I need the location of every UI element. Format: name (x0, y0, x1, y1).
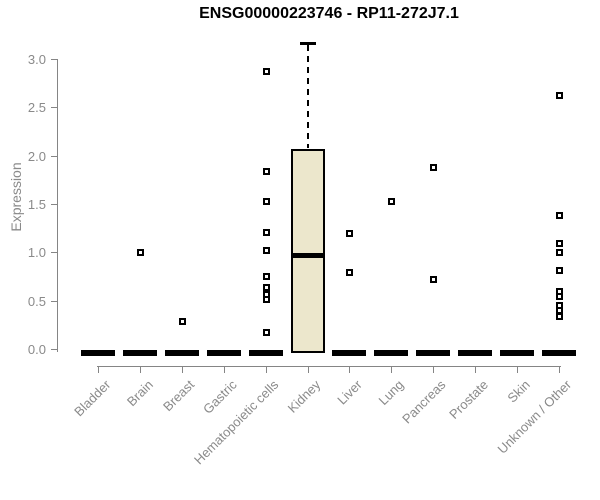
whisker-cap (300, 42, 316, 45)
y-tick (51, 252, 57, 253)
outlier-point (556, 92, 563, 99)
outlier-point (263, 296, 270, 303)
outlier-point (388, 198, 395, 205)
x-axis-line (97, 366, 561, 367)
whisker (307, 45, 309, 148)
x-tick (475, 366, 476, 373)
x-tick-label: Liver (334, 377, 365, 408)
x-tick-label: Bladder (71, 377, 114, 420)
zero-bar (542, 350, 576, 356)
zero-bar (458, 350, 492, 356)
y-tick-label: 2.5 (27, 100, 46, 115)
x-tick-label: Kidney (284, 377, 324, 416)
zero-bar (500, 350, 534, 356)
outlier-point (430, 164, 437, 171)
x-tick (433, 366, 434, 373)
outlier-point (430, 276, 437, 283)
y-tick-label: 3.0 (27, 52, 46, 67)
y-tick-label: 0.5 (27, 294, 46, 309)
y-tick (51, 107, 57, 108)
zero-bar (81, 350, 115, 356)
x-tick (517, 366, 518, 373)
outlier-point (263, 68, 270, 75)
y-tick-label: 1.5 (27, 197, 46, 212)
outlier-point (263, 229, 270, 236)
x-tick (182, 366, 183, 373)
x-tick (266, 366, 267, 373)
outlier-point (179, 318, 186, 325)
outlier-point (263, 284, 270, 291)
x-tick-label: Gastric (199, 377, 240, 417)
zero-bar (207, 350, 241, 356)
x-tick-label: Unknown / Other (495, 377, 575, 457)
x-tick (349, 366, 350, 373)
y-axis-line (57, 59, 58, 352)
x-tick-label: Skin (504, 377, 533, 406)
x-tick-label: Pancreas (399, 377, 449, 427)
outlier-point (346, 230, 353, 237)
x-tick (308, 366, 309, 373)
outlier-point (263, 247, 270, 254)
x-tick-label: Lung (375, 377, 407, 409)
zero-bar (165, 350, 199, 356)
x-tick (224, 366, 225, 373)
y-tick (51, 59, 57, 60)
outlier-point (556, 293, 563, 300)
outlier-point (263, 198, 270, 205)
outlier-point (263, 329, 270, 336)
y-tick (51, 204, 57, 205)
x-tick (98, 366, 99, 373)
outlier-point (346, 269, 353, 276)
outlier-point (137, 249, 144, 256)
outlier-point (556, 267, 563, 274)
median-line (293, 253, 323, 258)
outlier-point (556, 240, 563, 247)
outlier-point (263, 273, 270, 280)
x-tick (140, 366, 141, 373)
zero-bar (374, 350, 408, 356)
x-tick (391, 366, 392, 373)
x-tick-label: Brain (123, 377, 156, 410)
y-tick-label: 1.0 (27, 245, 46, 260)
box-kidney (291, 149, 325, 353)
outlier-point (556, 313, 563, 320)
chart-title: ENSG00000223746 - RP11-272J7.1 (199, 5, 459, 22)
y-tick (51, 301, 57, 302)
y-tick (51, 349, 57, 350)
outlier-point (556, 212, 563, 219)
y-tick-label: 2.0 (27, 149, 46, 164)
outlier-point (263, 168, 270, 175)
zero-bar (332, 350, 366, 356)
zero-bar (123, 350, 157, 356)
x-tick (559, 366, 560, 373)
zero-bar (249, 350, 283, 356)
y-tick-label: 0.0 (27, 342, 46, 357)
outlier-point (556, 249, 563, 256)
zero-bar (416, 350, 450, 356)
y-tick (51, 156, 57, 157)
x-tick-label: Breast (160, 377, 198, 415)
x-tick-label: Prostate (445, 377, 491, 422)
